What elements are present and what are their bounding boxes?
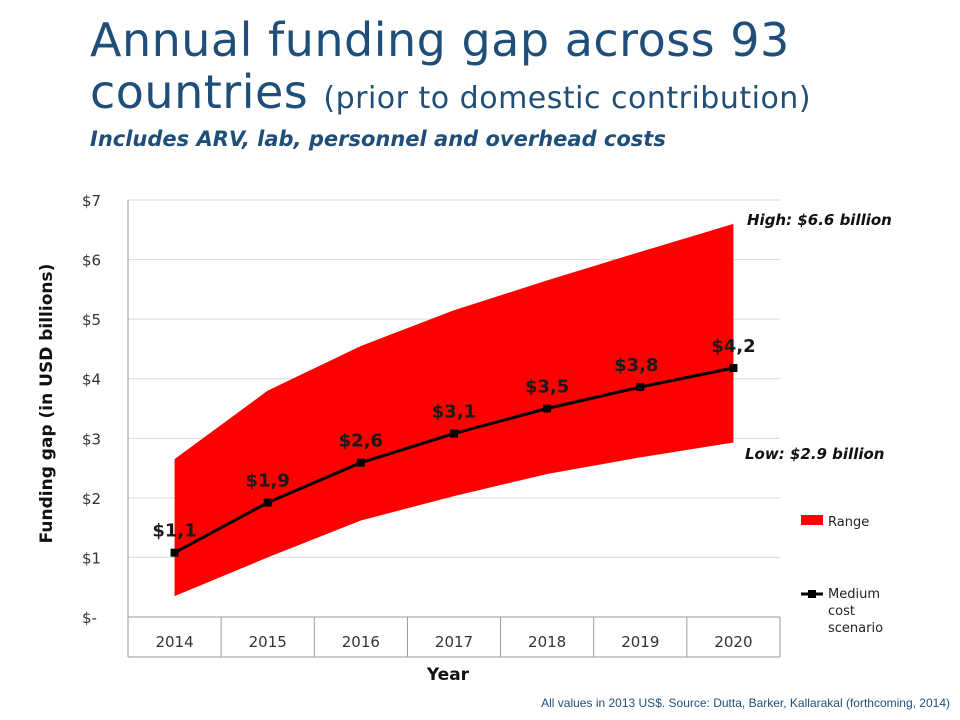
medium-scenario-point	[170, 548, 179, 557]
x-tick-label: 2018	[528, 633, 566, 651]
source-footnote: All values in 2013 US$. Source: Dutta, B…	[541, 696, 950, 710]
chart-title-main: Annual funding gap across 93 countries	[90, 13, 790, 119]
medium-scenario-point	[263, 498, 272, 507]
data-label: $1,1	[152, 521, 196, 542]
legend-medium-label: scenario	[828, 621, 883, 636]
y-axis-title: Funding gap (in USD billions)	[37, 264, 57, 544]
data-label: $4,2	[711, 336, 755, 357]
low-annotation: Low: $2.9 billion	[745, 445, 884, 463]
x-tick-label: 2016	[342, 633, 380, 651]
x-axis-title: Year	[426, 665, 470, 685]
medium-scenario-point	[543, 404, 552, 413]
legend-range-swatch	[801, 515, 823, 525]
x-tick-label: 2017	[435, 633, 473, 651]
x-tick-label: 2020	[714, 633, 752, 651]
x-tick-label: 2019	[621, 633, 659, 651]
chart-title: Annual funding gap across 93 countries (…	[90, 14, 950, 125]
x-tick-label: 2015	[249, 633, 287, 651]
range-band	[174, 223, 734, 597]
title-block: Annual funding gap across 93 countries (…	[90, 14, 950, 151]
legend-medium-marker	[808, 590, 816, 598]
y-tick-label: $4	[82, 371, 101, 389]
x-tick-label: 2014	[155, 633, 193, 651]
legend-range-label: Range	[828, 515, 869, 530]
y-tick-label: $3	[82, 430, 101, 448]
y-tick-label: $-	[82, 609, 97, 627]
y-tick-label: $1	[82, 549, 101, 567]
medium-scenario-point	[636, 383, 645, 392]
y-tick-label: $5	[82, 311, 101, 329]
legend-medium-label: Medium	[828, 587, 880, 602]
data-label: $3,8	[614, 355, 658, 376]
data-label: $3,1	[432, 402, 476, 423]
medium-scenario-point	[450, 429, 458, 438]
chart-subtitle: Includes ARV, lab, personnel and overhea…	[90, 127, 666, 151]
medium-scenario-point	[356, 458, 365, 467]
high-annotation: High: $6.6 billion	[747, 211, 892, 229]
y-tick-label: $7	[82, 192, 101, 210]
y-tick-label: $2	[82, 490, 101, 508]
y-tick-label: $6	[82, 252, 101, 270]
chart-title-suffix: (prior to domestic contribution)	[323, 81, 812, 116]
data-label: $2,6	[339, 431, 383, 452]
data-label: $1,9	[246, 471, 290, 492]
data-label: $3,5	[525, 377, 569, 398]
medium-scenario-point	[729, 363, 738, 372]
legend-medium-label: cost	[828, 604, 855, 619]
